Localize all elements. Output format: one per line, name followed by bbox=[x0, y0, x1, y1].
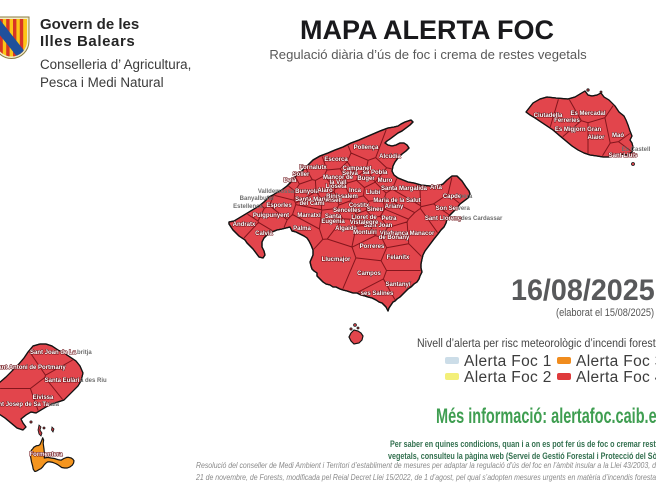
svg-text:Binissalem: Binissalem bbox=[326, 194, 358, 200]
svg-text:Alaior: Alaior bbox=[587, 135, 605, 141]
svg-text:Sant Llorenç: Sant Llorenç bbox=[425, 216, 462, 222]
svg-text:Búger: Búger bbox=[357, 176, 375, 182]
svg-text:Sóller: Sóller bbox=[293, 172, 310, 178]
svg-text:Santa: Santa bbox=[325, 214, 342, 220]
svg-text:Selva: Selva bbox=[342, 171, 358, 177]
svg-text:Puigpunyent: Puigpunyent bbox=[253, 213, 289, 219]
svg-text:Muro: Muro bbox=[378, 178, 393, 184]
svg-text:Petra: Petra bbox=[381, 216, 397, 222]
svg-text:Felanitx: Felanitx bbox=[387, 255, 410, 261]
svg-text:Porreres: Porreres bbox=[360, 244, 385, 250]
svg-text:Calvià: Calvià bbox=[255, 231, 273, 237]
svg-text:Escorca: Escorca bbox=[324, 157, 348, 163]
svg-text:Mancor de: Mancor de bbox=[323, 175, 354, 181]
svg-text:sa Pobla: sa Pobla bbox=[363, 170, 388, 176]
svg-text:Sant Josep de Sa Ta: Sant Josep de Sa Ta bbox=[0, 402, 50, 408]
svg-text:Alcúdia: Alcúdia bbox=[379, 154, 401, 160]
svg-text:la Vall: la Vall bbox=[329, 180, 346, 186]
svg-text:Sant Joan: Sant Joan bbox=[364, 223, 393, 229]
svg-text:Vilafranca: Vilafranca bbox=[380, 231, 409, 237]
svg-text:Ferreries: Ferreries bbox=[554, 118, 580, 124]
svg-text:Costitx: Costitx bbox=[349, 203, 370, 209]
svg-text:Santanyí: Santanyí bbox=[385, 282, 410, 288]
svg-text:Ariany: Ariany bbox=[385, 204, 404, 210]
svg-text:Son Ser: Son Ser bbox=[436, 206, 459, 212]
svg-text:des Cardassar: des Cardassar bbox=[461, 216, 503, 222]
svg-text:Montuïri: Montuïri bbox=[353, 230, 377, 236]
svg-text:de Bonany: de Bonany bbox=[379, 235, 410, 241]
svg-text:Formentera: Formentera bbox=[29, 452, 63, 458]
svg-text:Sencelles: Sencelles bbox=[333, 208, 361, 214]
svg-text:Vistalegre: Vistalegre bbox=[350, 220, 379, 226]
svg-text:Consell: Consell bbox=[320, 198, 342, 204]
svg-text:Maó: Maó bbox=[612, 133, 624, 139]
svg-text:Campanet: Campanet bbox=[342, 166, 371, 172]
svg-text:Inca: Inca bbox=[349, 188, 362, 194]
svg-text:del Camí: del Camí bbox=[299, 201, 324, 207]
svg-text:Estellencs: Estellencs bbox=[233, 204, 263, 210]
svg-text:britja: britja bbox=[77, 350, 92, 356]
svg-text:Es Migjorn Gran: Es Migjorn Gran bbox=[555, 127, 602, 133]
svg-text:laia: laia bbox=[49, 402, 60, 408]
svg-text:Ciutadella: Ciutadella bbox=[534, 113, 563, 119]
svg-text:Sant Lluís: Sant Lluís bbox=[609, 153, 638, 159]
svg-text:Santa Margalida: Santa Margalida bbox=[381, 186, 428, 192]
svg-text:Es Mercadal: Es Mercadal bbox=[570, 111, 605, 117]
svg-text:Palma: Palma bbox=[293, 226, 311, 232]
svg-text:Sant Antoni de Portmany: Sant Antoni de Portmany bbox=[0, 365, 66, 371]
svg-text:Llubí: Llubí bbox=[366, 190, 381, 196]
svg-text:Maria de la Salut: Maria de la Salut bbox=[373, 198, 420, 204]
svg-text:Lloseta: Lloseta bbox=[325, 184, 347, 190]
svg-text:ses Salines: ses Salines bbox=[361, 291, 394, 297]
svg-text:Es Castell: Es Castell bbox=[622, 147, 651, 153]
svg-text:Sineu: Sineu bbox=[367, 207, 384, 213]
svg-text:Banyalbufar: Banyalbufar bbox=[240, 196, 275, 202]
svg-text:Algaida: Algaida bbox=[335, 226, 357, 232]
svg-text:Fornalutx: Fornalutx bbox=[299, 165, 327, 171]
svg-text:Manacor: Manacor bbox=[410, 231, 435, 237]
svg-text:Artà: Artà bbox=[430, 185, 443, 191]
svg-text:Andratx: Andratx bbox=[233, 222, 256, 228]
svg-text:Eugènia: Eugènia bbox=[321, 219, 345, 225]
svg-text:Pollença: Pollença bbox=[354, 145, 379, 151]
svg-text:Bunyola: Bunyola bbox=[295, 189, 319, 195]
svg-text:pera: pera bbox=[460, 194, 473, 200]
svg-text:Deià: Deià bbox=[284, 178, 297, 184]
svg-text:Esporles: Esporles bbox=[266, 203, 292, 209]
svg-text:Santa Eulàri: Santa Eulàri bbox=[45, 378, 80, 384]
svg-text:Valldemossa: Valldemossa bbox=[258, 189, 295, 195]
svg-text:Marratxí: Marratxí bbox=[297, 213, 321, 219]
svg-text:a des Riu: a des Riu bbox=[80, 378, 107, 384]
svg-text:Alaró: Alaró bbox=[317, 188, 333, 194]
svg-text:Capde: Capde bbox=[443, 194, 462, 200]
svg-text:Sant Joan de La: Sant Joan de La bbox=[30, 350, 77, 356]
svg-text:Llucmajor: Llucmajor bbox=[322, 257, 351, 263]
svg-text:Campos: Campos bbox=[357, 271, 381, 277]
svg-text:Santa Maria: Santa Maria bbox=[295, 197, 329, 203]
svg-text:Eivissa: Eivissa bbox=[33, 395, 54, 401]
svg-text:Lloret de: Lloret de bbox=[351, 215, 377, 221]
svg-text:vera: vera bbox=[458, 206, 471, 212]
